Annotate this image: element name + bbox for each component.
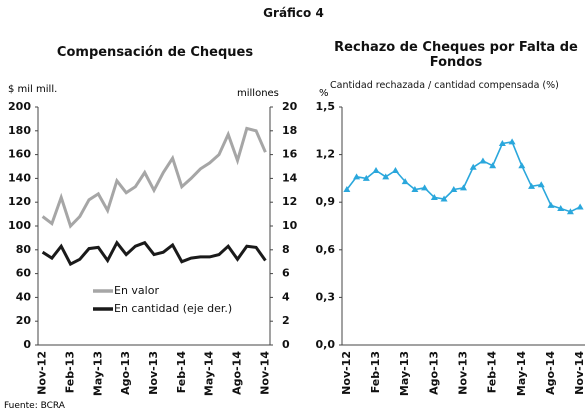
series-line [346,141,581,213]
marker [469,163,477,170]
y-tick-label: 200 [8,100,31,113]
marker [557,205,565,212]
marker [440,195,448,202]
series-line [41,239,267,267]
y2-tick-label: 10 [282,219,298,232]
x-tick-label: Feb-14 [486,351,499,394]
marker [460,184,467,191]
x-tick-label: May-14 [203,351,216,396]
marker [343,186,351,193]
y-tick-label: 0 [23,338,31,351]
y-axis-label: $ mil mill. [8,84,58,95]
source: Fuente: BCRA [4,401,65,411]
x-tick-label: Nov-12 [36,351,49,395]
marker [353,173,361,180]
marker [508,138,516,145]
y-tick-label: 1,2 [316,148,336,161]
x-tick-label: Feb-14 [175,351,188,394]
figure-title: Gráfico 4 [263,6,324,20]
legend-label: En cantidad (eje der.) [114,302,232,315]
y2-tick-label: 18 [282,124,297,137]
y2-tick-label: 8 [282,243,290,256]
marker [391,166,399,173]
marker [576,203,584,210]
y-tick-label: 0,3 [316,290,336,303]
y-tick-label: 120 [8,195,31,208]
y-tick-label: 0,0 [316,338,336,351]
marker [518,162,526,169]
y-axis-label: % [319,88,329,99]
y-tick-label: 100 [8,219,31,232]
y2-tick-label: 6 [282,267,290,280]
chart-title: Compensación de Cheques [56,45,254,60]
marker [401,178,409,185]
y2-tick-label: 12 [282,195,297,208]
x-tick-label: Nov-12 [340,351,353,395]
marker [566,208,574,215]
y2-tick-label: 14 [282,171,298,184]
x-tick-label: Feb-13 [63,351,76,393]
x-tick-label: Nov-14 [258,351,271,395]
marker [430,193,438,200]
y-tick-label: 0,6 [316,243,336,256]
marker [489,162,497,169]
chart-subtitle: Cantidad rechazada / cantidad compensada… [330,80,559,91]
y-tick-label: 40 [16,290,32,303]
x-tick-label: May-13 [398,351,411,396]
marker [450,186,458,193]
marker [528,182,536,189]
y2-axis-label: millones [237,88,279,99]
marker [372,166,380,173]
y-tick-label: 60 [16,267,32,280]
y2-tick-label: 0 [282,338,290,351]
x-tick-label: Ago-14 [231,351,244,395]
x-tick-label: Nov-13 [457,351,470,395]
marker [537,181,545,188]
marker [479,157,487,164]
y-tick-label: 140 [8,171,31,184]
legend-label: En valor [114,284,159,297]
x-tick-label: Nov-13 [147,351,160,395]
x-tick-label: Nov-14 [573,351,586,395]
marker [498,139,506,146]
x-tick-label: Feb-13 [369,351,382,393]
y-tick-label: 180 [8,124,31,137]
x-tick-label: Ago-14 [544,351,557,395]
marker [411,186,419,193]
charts: 0 20 40 60 80 100 120 140 160 180 200 0 2 4 6 8 10 12 14 16… [8,100,586,396]
y-tick-label: 1,5 [316,100,336,113]
chart-title: Rechazo de Cheques por Falta de Fondos [334,40,578,70]
marker [362,174,370,181]
y2-tick-label: 2 [282,314,290,327]
y2-tick-label: 4 [282,290,290,303]
marker [421,184,429,191]
marker [547,201,555,208]
y-tick-label: 160 [8,148,31,161]
y2-tick-label: 20 [282,100,298,113]
y2-tick-label: 16 [282,148,298,161]
x-tick-label: May-14 [515,351,528,396]
x-tick-label: May-13 [91,351,104,396]
y-tick-label: 20 [16,314,32,327]
marker [382,173,390,180]
y-tick-label: 0,9 [316,195,336,208]
x-tick-label: Ago-13 [427,351,440,395]
series-line [41,126,267,229]
y-tick-label: 80 [16,243,32,256]
x-tick-label: Ago-13 [119,351,132,395]
